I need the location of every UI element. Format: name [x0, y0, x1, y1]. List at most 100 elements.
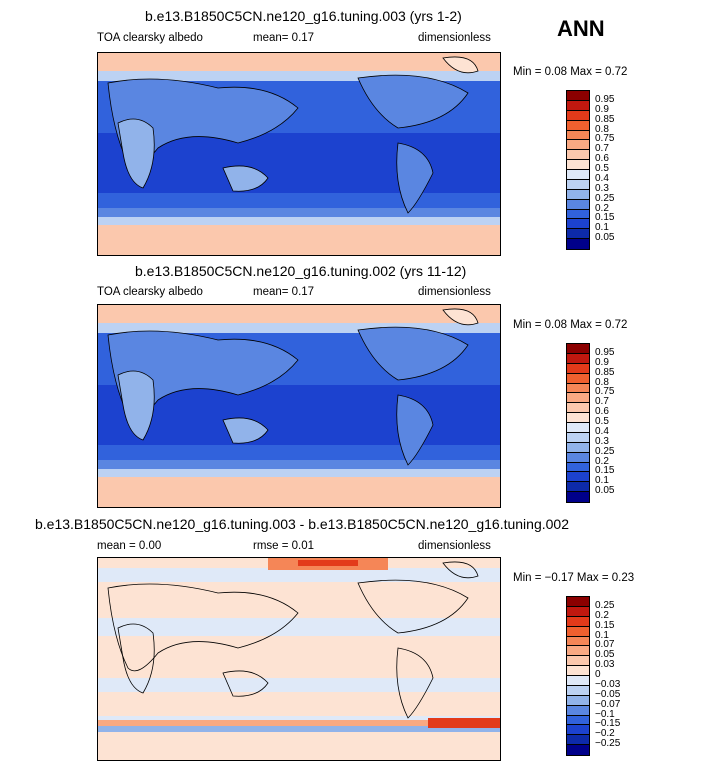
colorbar-level-label: −0.25	[595, 738, 621, 750]
colorbar-swatch	[567, 413, 589, 423]
colorbar-swatch	[567, 110, 589, 121]
colorbar-level-label: 0.4	[595, 425, 609, 437]
colorbar-swatch	[567, 373, 589, 384]
colorbar-level-label: 0.2	[595, 202, 609, 214]
colorbar-swatch	[567, 91, 589, 101]
panel2-colorbar	[566, 343, 590, 503]
colorbar-level-label: 0.1	[595, 222, 609, 234]
panel3-mean: mean = 0.00	[97, 540, 162, 552]
colorbar-level-label: 0.2	[595, 609, 609, 621]
colorbar-swatch	[567, 705, 589, 716]
colorbar-swatch	[567, 656, 589, 667]
colorbar-swatch	[567, 646, 589, 657]
panel1-map	[97, 52, 501, 256]
colorbar-swatch	[567, 616, 589, 627]
colorbar-swatch	[567, 403, 589, 414]
colorbar-level-label: 0.2	[595, 455, 609, 467]
colorbar-level-label: −0.07	[595, 698, 621, 710]
colorbar-swatch	[567, 209, 589, 220]
colorbar-level-label: 0.75	[595, 133, 615, 145]
colorbar-swatch	[567, 160, 589, 170]
panel2-colorbar-labels: 0.95 0.9 0.85 0.8 0.75 0.7 0.6 0.5 0.4 0.3 0.25 0.2…	[595, 343, 635, 501]
colorbar-level-label: 0.75	[595, 386, 615, 398]
colorbar-swatch	[567, 393, 589, 404]
colorbar-swatch	[567, 383, 589, 394]
colorbar-swatch	[567, 170, 589, 180]
colorbar-level-label: 0.15	[595, 212, 615, 224]
colorbar-level-label: 0.1	[595, 629, 609, 641]
colorbar-level-label: 0.8	[595, 123, 609, 135]
panel2-minmax: Min = 0.08 Max = 0.72	[513, 319, 628, 331]
colorbar-level-label: −0.03	[595, 678, 621, 690]
panel2-units: dimensionless	[418, 286, 491, 298]
colorbar-level-label: 0.85	[595, 366, 615, 378]
panel1-mean: mean= 0.17	[253, 32, 315, 44]
panel2-title: b.e13.B1850C5CN.ne120_g16.tuning.002 (yr…	[135, 263, 467, 279]
colorbar-swatch	[567, 626, 589, 637]
season-label: ANN	[557, 16, 605, 41]
colorbar-swatch	[567, 472, 589, 483]
colorbar-swatch	[567, 239, 589, 249]
colorbar-level-label: 0.5	[595, 416, 609, 427]
colorbar-swatch	[567, 229, 589, 240]
colorbar-swatch	[567, 715, 589, 726]
colorbar-level-label: 0.3	[595, 182, 609, 194]
colorbar-swatch	[567, 353, 589, 364]
colorbar-level-label: 0.15	[595, 465, 615, 477]
panel1-colorbar	[566, 90, 590, 250]
colorbar-swatch	[567, 735, 589, 746]
colorbar-level-label: 0.15	[595, 619, 615, 631]
colorbar-level-label: −0.1	[595, 708, 615, 720]
colorbar-swatch	[567, 130, 589, 141]
colorbar-level-label: 0.9	[595, 103, 609, 115]
colorbar-level-label: 0.5	[595, 163, 609, 174]
colorbar-level-label: 0.6	[595, 153, 609, 165]
colorbar-swatch	[567, 695, 589, 706]
colorbar-level-label: 0.05	[595, 232, 615, 244]
colorbar-level-label: 0.9	[595, 356, 609, 368]
panel1-minmax: Min = 0.08 Max = 0.72	[513, 66, 628, 78]
panel3-title: b.e13.B1850C5CN.ne120_g16.tuning.003 - b…	[35, 516, 569, 532]
colorbar-level-label: −0.15	[595, 718, 621, 730]
colorbar-swatch	[567, 442, 589, 453]
panel1-title: b.e13.B1850C5CN.ne120_g16.tuning.003 (yr…	[145, 8, 462, 24]
colorbar-swatch	[567, 120, 589, 131]
colorbar-swatch	[567, 140, 589, 151]
colorbar-swatch	[567, 606, 589, 617]
panel3-colorbar	[566, 596, 590, 756]
panel3-units: dimensionless	[418, 540, 491, 552]
colorbar-swatch	[567, 423, 589, 433]
colorbar-level-label: 0.95	[595, 93, 615, 105]
colorbar-swatch	[567, 219, 589, 230]
colorbar-level-label: 0.25	[595, 599, 615, 611]
colorbar-level-label: −0.2	[595, 728, 615, 740]
colorbar-swatch	[567, 725, 589, 736]
panel1-colorbar-labels: 0.95 0.9 0.85 0.8 0.75 0.7 0.6 0.5 0.4 0.3 0.25 0.2…	[595, 90, 635, 248]
colorbar-swatch	[567, 636, 589, 647]
colorbar-level-label: 0.6	[595, 406, 609, 418]
panel1-variable: TOA clearsky albedo	[97, 32, 203, 44]
colorbar-swatch	[567, 179, 589, 190]
colorbar-level-label: 0.7	[595, 143, 609, 155]
colorbar-level-label: 0.25	[595, 445, 615, 457]
colorbar-swatch	[567, 452, 589, 463]
colorbar-swatch	[567, 685, 589, 696]
colorbar-level-label: −0.05	[595, 688, 621, 700]
colorbar-swatch	[567, 189, 589, 200]
colorbar-level-label: 0.95	[595, 346, 615, 358]
colorbar-level-label: 0.1	[595, 475, 609, 487]
colorbar-swatch	[567, 597, 589, 607]
colorbar-swatch	[567, 199, 589, 210]
colorbar-swatch	[567, 432, 589, 443]
panel2-mean: mean= 0.17	[253, 286, 315, 298]
panel1-units: dimensionless	[418, 32, 491, 44]
colorbar-level-label: 0.07	[595, 639, 615, 651]
colorbar-level-label: 0.8	[595, 376, 609, 388]
colorbar-level-label: 0.05	[595, 485, 615, 497]
colorbar-swatch	[567, 492, 589, 502]
colorbar-level-label: 0.7	[595, 396, 609, 408]
panel2-variable: TOA clearsky albedo	[97, 286, 203, 298]
panel3-minmax: Min = −0.17 Max = 0.23	[513, 572, 635, 584]
panel3-colorbar-labels: 0.25 0.2 0.15 0.1 0.07 0.05 0.03 0 −0.03 −0.05 −0.…	[595, 596, 635, 754]
colorbar-swatch	[567, 150, 589, 161]
